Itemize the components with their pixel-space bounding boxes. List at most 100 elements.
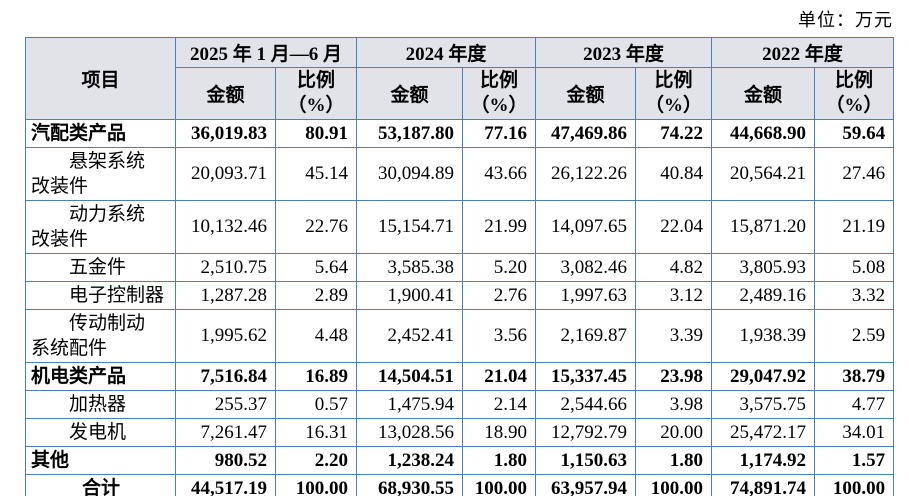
ratio-cell: 100.00 bbox=[814, 474, 895, 496]
amount-cell: 68,930.55 bbox=[356, 474, 464, 496]
amount-cell: 25,472.17 bbox=[711, 418, 816, 447]
amount-cell: 47,469.86 bbox=[535, 119, 637, 148]
ratio-cell: 100.00 bbox=[462, 474, 537, 496]
ratio-cell: 0.57 bbox=[274, 390, 358, 419]
ratio-cell: 3.39 bbox=[635, 309, 713, 363]
ratio-cell: 40.84 bbox=[635, 147, 713, 201]
amount-cell: 255.37 bbox=[175, 390, 276, 419]
row-label: 传动制动 系统配件 bbox=[25, 309, 176, 363]
row-label: 其他 bbox=[25, 446, 176, 475]
ratio-cell: 3.98 bbox=[635, 390, 713, 419]
ratio-cell: 21.19 bbox=[814, 200, 895, 254]
ratio-header-2023: 比例 （%） bbox=[635, 67, 713, 120]
ratio-cell: 43.66 bbox=[462, 147, 537, 201]
ratio-cell: 74.22 bbox=[635, 119, 713, 148]
ratio-cell: 16.89 bbox=[274, 362, 358, 391]
amount-cell: 15,871.20 bbox=[711, 200, 816, 254]
ratio-cell: 5.20 bbox=[462, 253, 537, 282]
product-revenue-table: 项目 2025 年 1 月—6 月 2024 年度 2023 年度 2022 年… bbox=[25, 37, 895, 496]
amount-cell: 14,097.65 bbox=[535, 200, 637, 254]
ratio-cell: 5.64 bbox=[274, 253, 358, 282]
ratio-cell: 100.00 bbox=[635, 474, 713, 496]
amount-cell: 12,792.79 bbox=[535, 418, 637, 447]
table-row-total: 合计 44,517.19 100.00 68,930.55 100.00 63,… bbox=[25, 474, 895, 496]
ratio-cell: 2.76 bbox=[462, 281, 537, 310]
amount-cell: 44,668.90 bbox=[711, 119, 816, 148]
ratio-cell: 16.31 bbox=[274, 418, 358, 447]
amount-cell: 36,019.83 bbox=[175, 119, 276, 148]
ratio-cell: 22.04 bbox=[635, 200, 713, 254]
ratio-cell: 3.56 bbox=[462, 309, 537, 363]
amount-cell: 74,891.74 bbox=[711, 474, 816, 496]
row-label: 悬架系统 改装件 bbox=[25, 147, 176, 201]
table-row-electromechanical: 机电类产品 7,516.84 16.89 14,504.51 21.04 15,… bbox=[25, 362, 895, 391]
table-row-transmission-brake: 传动制动 系统配件 1,995.62 4.48 2,452.41 3.56 2,… bbox=[25, 309, 895, 363]
amount-cell: 15,337.45 bbox=[535, 362, 637, 391]
amount-cell: 10,132.46 bbox=[175, 200, 276, 254]
amount-cell: 1,995.62 bbox=[175, 309, 276, 363]
ratio-cell: 18.90 bbox=[462, 418, 537, 447]
ratio-cell: 2.59 bbox=[814, 309, 895, 363]
row-label: 动力系统 改装件 bbox=[25, 200, 176, 254]
row-label: 电子控制器 bbox=[25, 281, 176, 310]
measure-header-row: 金额 比例 （%） 金额 比例 （%） 金额 比例 （%） 金额 比例 （%） bbox=[26, 67, 895, 120]
period-header-row: 项目 2025 年 1 月—6 月 2024 年度 2023 年度 2022 年… bbox=[25, 37, 895, 120]
amount-cell: 7,516.84 bbox=[175, 362, 276, 391]
amount-cell: 1,238.24 bbox=[356, 446, 464, 475]
amount-cell: 1,287.28 bbox=[175, 281, 276, 310]
amount-header-2024: 金额 bbox=[356, 67, 464, 120]
ratio-cell: 20.00 bbox=[635, 418, 713, 447]
ratio-cell: 21.04 bbox=[462, 362, 537, 391]
period-header-2023: 2023 年度 bbox=[535, 37, 713, 68]
ratio-header-2022: 比例 （%） bbox=[814, 67, 895, 120]
unit-label: 单位：万元 bbox=[798, 10, 893, 30]
column-header-item: 项目 bbox=[25, 37, 176, 120]
amount-cell: 14,504.51 bbox=[356, 362, 464, 391]
period-header-2022: 2022 年度 bbox=[711, 37, 895, 68]
ratio-cell: 4.48 bbox=[274, 309, 358, 363]
ratio-cell: 34.01 bbox=[814, 418, 895, 447]
amount-cell: 20,093.71 bbox=[175, 147, 276, 201]
ratio-header-2024: 比例 （%） bbox=[462, 67, 537, 120]
amount-cell: 3,585.38 bbox=[356, 253, 464, 282]
amount-cell: 7,261.47 bbox=[175, 418, 276, 447]
amount-cell: 1,997.63 bbox=[535, 281, 637, 310]
table-row-other: 其他 980.52 2.20 1,238.24 1.80 1,150.63 1.… bbox=[25, 446, 895, 475]
ratio-cell: 1.80 bbox=[635, 446, 713, 475]
amount-cell: 44,517.19 bbox=[175, 474, 276, 496]
ratio-cell: 100.00 bbox=[274, 474, 358, 496]
ratio-cell: 45.14 bbox=[274, 147, 358, 201]
amount-cell: 13,028.56 bbox=[356, 418, 464, 447]
amount-cell: 26,122.26 bbox=[535, 147, 637, 201]
table-row-hardware: 五金件 2,510.75 5.64 3,585.38 5.20 3,082.46… bbox=[25, 253, 895, 282]
table-row-auto-parts: 汽配类产品 36,019.83 80.91 53,187.80 77.16 47… bbox=[25, 119, 895, 148]
ratio-header-2025h1: 比例 （%） bbox=[274, 67, 358, 120]
amount-cell: 2,489.16 bbox=[711, 281, 816, 310]
row-label: 汽配类产品 bbox=[25, 119, 176, 148]
row-label: 加热器 bbox=[25, 390, 176, 419]
row-label: 机电类产品 bbox=[25, 362, 176, 391]
ratio-cell: 4.77 bbox=[814, 390, 895, 419]
ratio-cell: 27.46 bbox=[814, 147, 895, 201]
ratio-cell: 38.79 bbox=[814, 362, 895, 391]
amount-cell: 2,544.66 bbox=[535, 390, 637, 419]
amount-cell: 2,452.41 bbox=[356, 309, 464, 363]
amount-cell: 1,938.39 bbox=[711, 309, 816, 363]
table-body: 汽配类产品 36,019.83 80.91 53,187.80 77.16 47… bbox=[25, 119, 895, 496]
ratio-cell: 77.16 bbox=[462, 119, 537, 148]
period-header-2024: 2024 年度 bbox=[356, 37, 537, 68]
amount-cell: 15,154.71 bbox=[356, 200, 464, 254]
amount-cell: 63,957.94 bbox=[535, 474, 637, 496]
amount-header-2025h1: 金额 bbox=[175, 67, 276, 120]
amount-cell: 1,900.41 bbox=[356, 281, 464, 310]
amount-cell: 1,475.94 bbox=[356, 390, 464, 419]
amount-cell: 3,575.75 bbox=[711, 390, 816, 419]
amount-cell: 3,082.46 bbox=[535, 253, 637, 282]
row-label: 五金件 bbox=[25, 253, 176, 282]
ratio-cell: 3.12 bbox=[635, 281, 713, 310]
ratio-cell: 3.32 bbox=[814, 281, 895, 310]
ratio-cell: 23.98 bbox=[635, 362, 713, 391]
ratio-cell: 22.76 bbox=[274, 200, 358, 254]
amount-cell: 980.52 bbox=[175, 446, 276, 475]
